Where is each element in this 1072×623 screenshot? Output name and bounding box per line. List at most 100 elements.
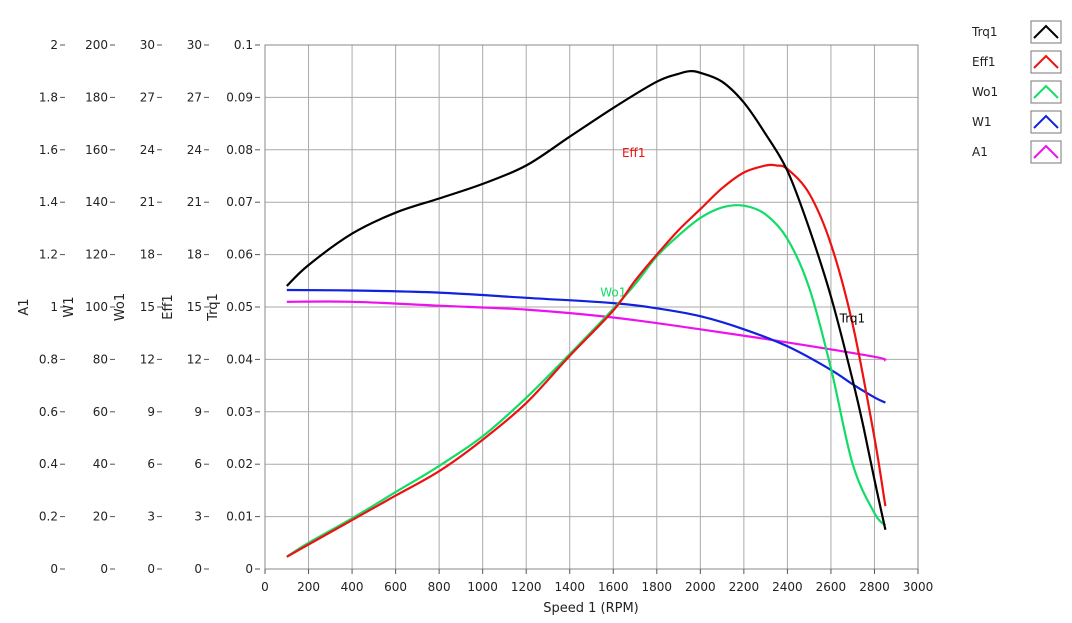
legend-item-trq1[interactable]: Trq1 — [971, 20, 1062, 44]
legend-label: Trq1 — [971, 25, 998, 39]
y-tick-label-eff1: 15 — [187, 300, 202, 314]
legend-swatch — [1030, 20, 1062, 44]
x-axis-label: Speed 1 (RPM) — [543, 601, 639, 616]
x-tick-label: 800 — [428, 580, 451, 594]
x-tick-label: 400 — [341, 580, 364, 594]
y-tick-label-a1: 1 — [50, 300, 58, 314]
y-tick-label-w1: 60 — [93, 405, 108, 419]
y-tick-label-trq1: 0.05 — [226, 300, 253, 314]
y-axis-label-trq1: Trq1 — [206, 293, 221, 322]
y-tick-label-w1: 200 — [85, 38, 108, 52]
series-label-trq1: Trq1 — [839, 312, 866, 326]
y-tick-label-a1: 1.2 — [39, 248, 58, 262]
y-tick-label-w1: 140 — [85, 195, 108, 209]
series-line-a1 — [286, 300, 887, 362]
x-tick-label: 2000 — [685, 580, 716, 594]
y-tick-label-wo1: 24 — [140, 143, 155, 157]
y-tick-label-w1: 80 — [93, 352, 108, 366]
y-tick-label-wo1: 12 — [140, 352, 155, 366]
y-tick-label-a1: 0.6 — [39, 405, 58, 419]
y-tick-label-eff1: 12 — [187, 352, 202, 366]
legend-swatch-line — [1033, 54, 1059, 69]
y-tick-label-trq1: 0.03 — [226, 405, 253, 419]
y-tick-label-a1: 1.6 — [39, 143, 58, 157]
x-tick-label: 2400 — [772, 580, 803, 594]
y-tick-label-eff1: 27 — [187, 90, 202, 104]
x-axis: 0 200 400 600 800 1000 1200 1400 1600 1800 2000 220… — [261, 569, 933, 594]
y-axis-label-wo1: Wo1 — [113, 293, 128, 321]
x-tick-label: 2600 — [816, 580, 847, 594]
legend-swatch-line — [1033, 24, 1059, 39]
y-tick-label-eff1: 6 — [194, 457, 202, 471]
y-tick-label-wo1: 30 — [140, 38, 155, 52]
x-tick-label: 1400 — [554, 580, 585, 594]
legend-swatch-line — [1033, 84, 1059, 99]
y-axes: 00.20.40.60.811.21.41.61.82A102040608010… — [17, 38, 260, 576]
y-tick-label-wo1: 0 — [147, 562, 155, 576]
y-tick-label-eff1: 3 — [194, 510, 202, 524]
y-tick-label-eff1: 21 — [187, 195, 202, 209]
y-tick-label-wo1: 18 — [140, 248, 155, 262]
legend-label: A1 — [972, 145, 988, 159]
series-line-w1 — [286, 288, 886, 404]
legend-label: Eff1 — [972, 55, 995, 69]
y-tick-label-wo1: 27 — [140, 90, 155, 104]
y-tick-label-a1: 1.8 — [39, 90, 58, 104]
legend-item-wo1[interactable]: Wo1 — [972, 80, 1062, 104]
legend-swatch-line — [1033, 144, 1059, 159]
series-line-eff1 — [286, 163, 887, 558]
y-tick-label-w1: 100 — [85, 300, 108, 314]
plot-frame — [264, 44, 919, 570]
x-tick-label: 2800 — [859, 580, 890, 594]
y-axis-label-w1: W1 — [62, 296, 77, 317]
y-tick-label-trq1: 0.02 — [226, 457, 253, 471]
y-tick-label-a1: 0 — [50, 562, 58, 576]
y-tick-label-eff1: 30 — [187, 38, 202, 52]
y-axis-label-eff1: Eff1 — [161, 294, 176, 319]
legend-swatch-line — [1033, 114, 1059, 129]
y-tick-label-trq1: 0.09 — [226, 90, 253, 104]
y-tick-label-trq1: 0.08 — [226, 143, 253, 157]
series-label-wo1: Wo1 — [600, 286, 626, 300]
x-tick-label: 1200 — [511, 580, 542, 594]
x-tick-label: 0 — [261, 580, 269, 594]
legend-item-eff1[interactable]: Eff1 — [972, 50, 1062, 74]
y-tick-label-trq1: 0.06 — [226, 248, 253, 262]
y-tick-label-trq1: 0.01 — [226, 510, 253, 524]
x-tick-label: 1600 — [598, 580, 629, 594]
y-tick-label-a1: 2 — [50, 38, 58, 52]
series-label-eff1: Eff1 — [622, 146, 645, 160]
y-tick-label-a1: 0.4 — [39, 457, 58, 471]
legend-swatch — [1030, 140, 1062, 164]
x-tick-label: 2200 — [729, 580, 760, 594]
x-tick-label: 1800 — [642, 580, 673, 594]
y-tick-label-a1: 1.4 — [39, 195, 58, 209]
y-tick-label-eff1: 24 — [187, 143, 202, 157]
legend-swatch — [1030, 50, 1062, 74]
x-tick-label: 600 — [384, 580, 407, 594]
x-tick-label: 200 — [297, 580, 320, 594]
y-tick-label-w1: 0 — [100, 562, 108, 576]
legend-item-w1[interactable]: W1 — [972, 110, 1062, 134]
legend-label: Wo1 — [972, 85, 998, 99]
y-tick-label-trq1: 0.07 — [226, 195, 253, 209]
y-tick-label-trq1: 0.1 — [234, 38, 253, 52]
y-tick-label-wo1: 21 — [140, 195, 155, 209]
legend-swatch — [1030, 80, 1062, 104]
series-line-trq1 — [286, 70, 887, 530]
legend-swatch — [1030, 110, 1062, 134]
y-tick-label-w1: 180 — [85, 90, 108, 104]
y-tick-label-trq1: 0 — [245, 562, 253, 576]
legend-item-a1[interactable]: A1 — [972, 140, 1062, 164]
series-lines: Wo1 Eff1 Trq1 — [286, 70, 887, 558]
y-tick-label-w1: 20 — [93, 510, 108, 524]
series-line-wo1 — [286, 204, 887, 558]
legend[interactable]: Trq1 Eff1 Wo1 W1 A1 — [971, 20, 1062, 164]
y-tick-label-eff1: 0 — [194, 562, 202, 576]
y-tick-label-wo1: 15 — [140, 300, 155, 314]
y-tick-label-trq1: 0.04 — [226, 352, 253, 366]
y-tick-label-w1: 120 — [85, 248, 108, 262]
grid — [264, 44, 919, 570]
